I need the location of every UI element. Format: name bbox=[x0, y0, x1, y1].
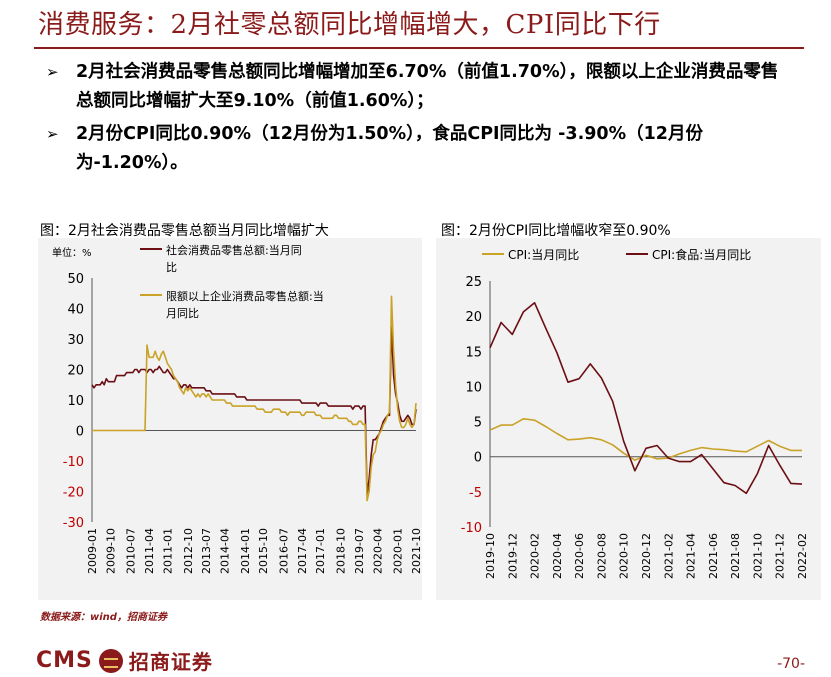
y-tick-label: -5 bbox=[469, 486, 482, 501]
x-tick-label: 2010-07 bbox=[125, 528, 138, 574]
y-tick-label: 20 bbox=[465, 310, 482, 325]
legend-label-2: CPI:食品:当月同比 bbox=[652, 247, 751, 262]
y-tick-label: -10 bbox=[63, 455, 84, 470]
x-tick-label: 2015-10 bbox=[257, 528, 270, 574]
x-tick-label: 2019-10 bbox=[484, 533, 497, 579]
chart2-panel: -10 -5 0 5 10 15 20 25 2019-10 2019-12 2020-02 2020… bbox=[436, 238, 821, 600]
legend-label-1: CPI:当月同比 bbox=[508, 248, 579, 262]
x-tick-label: 2019-12 bbox=[506, 533, 519, 579]
page-number: -70- bbox=[777, 656, 805, 672]
x-tick-label: 2018-10 bbox=[335, 528, 348, 574]
x-tick-label: 2009-01 bbox=[86, 528, 99, 574]
x-tick-label: 2021-08 bbox=[729, 533, 742, 579]
logo-text-latin: CMS bbox=[36, 648, 93, 673]
y-tick-label: 50 bbox=[67, 272, 84, 287]
chart2-title: 图：2月份CPI同比增幅收窄至0.90% bbox=[441, 223, 671, 239]
slide-title: 消费服务：2月社零总额同比增幅增大，CPI同比下行 bbox=[38, 10, 661, 40]
x-tick-label: 2019-07 bbox=[353, 528, 366, 574]
x-tick-label: 2020-12 bbox=[640, 533, 653, 579]
bullet-arrow-icon: ➢ bbox=[46, 125, 59, 143]
x-tick-label: 2014-01 bbox=[239, 528, 252, 574]
x-tick-label: 2020-06 bbox=[573, 533, 586, 579]
series-line-2 bbox=[489, 302, 803, 495]
x-tick-label: 2020-08 bbox=[595, 533, 608, 579]
x-tick-label: 2013-07 bbox=[200, 528, 213, 574]
y-tick-label: 10 bbox=[465, 380, 482, 395]
chart1-title: 图：2月社会消费品零售总额当月同比增幅扩大 bbox=[40, 223, 329, 239]
x-tick-label: 2021-02 bbox=[662, 533, 675, 579]
y-tick-label: 10 bbox=[67, 394, 84, 409]
legend-label-2: 限额以上企业消费品零售总额:当 bbox=[166, 289, 324, 303]
x-tick-label: 2011-04 bbox=[143, 528, 156, 574]
x-tick-label: 2021-06 bbox=[707, 533, 720, 579]
series-line-1 bbox=[489, 418, 802, 461]
x-tick-label: 2014-04 bbox=[218, 528, 231, 574]
y-tick-label: 30 bbox=[67, 333, 84, 348]
bullet-retail-sales: ➢ 2月社会消费品零售总额同比增幅增加至6.70%（前值1.70%），限额以上企… bbox=[46, 58, 792, 116]
y-tick-label: 0 bbox=[76, 425, 84, 440]
x-tick-label: 2017-01 bbox=[314, 528, 327, 574]
legend-label-2: 月同比 bbox=[166, 307, 199, 320]
company-logo: CMS 招商证券 bbox=[36, 646, 213, 675]
data-source-note: 数据来源：wind，招商证券 bbox=[40, 612, 167, 623]
cpi-chart: -10 -5 0 5 10 15 20 25 2019-10 2019-12 2020-02 2020… bbox=[461, 247, 809, 579]
chart1-unit-label: 单位：% bbox=[52, 248, 92, 259]
chart1-panel: -30 -20 -10 0 10 20 30 40 50 2009-01 2009-10 2010-0… bbox=[38, 238, 423, 600]
y-tick-label: -10 bbox=[461, 521, 482, 536]
x-tick-label: 2020-10 bbox=[618, 533, 631, 579]
y-tick-label: -20 bbox=[63, 486, 84, 501]
x-tick-label: 2012-10 bbox=[182, 528, 195, 574]
y-tick-label: 40 bbox=[67, 303, 84, 318]
bullet-text: 2月份CPI同比0.90%（12月份为1.50%），食品CPI同比为 -3.90… bbox=[76, 124, 703, 173]
title-divider bbox=[34, 47, 804, 49]
y-tick-label: 5 bbox=[474, 416, 482, 431]
x-tick-label: 2022-02 bbox=[796, 533, 809, 579]
logo-emblem-icon bbox=[98, 648, 123, 673]
x-tick-label: 2021-10 bbox=[410, 528, 422, 574]
x-tick-label: 2021-10 bbox=[751, 533, 764, 579]
x-tick-label: 2021-12 bbox=[774, 533, 787, 579]
x-tick-label: 2016-07 bbox=[278, 528, 291, 574]
series-line-2 bbox=[92, 295, 417, 502]
x-tick-label: 2017-04 bbox=[296, 528, 309, 574]
x-tick-label: 2011-01 bbox=[161, 528, 174, 574]
x-tick-label: 2020-02 bbox=[529, 533, 542, 579]
bullet-cpi: ➢ 2月份CPI同比0.90%（12月份为1.50%），食品CPI同比为 -3.… bbox=[46, 120, 792, 178]
y-tick-label: 20 bbox=[67, 364, 84, 379]
legend-label-1: 社会消费品零售总额:当月同 bbox=[166, 243, 302, 257]
x-tick-label: 2020-04 bbox=[551, 533, 564, 579]
y-tick-label: 25 bbox=[465, 275, 482, 290]
x-tick-label: 2020-04 bbox=[371, 528, 384, 574]
y-tick-label: 0 bbox=[474, 451, 482, 466]
x-tick-label: 2020-01 bbox=[392, 528, 405, 574]
logo-text-chinese: 招商证券 bbox=[128, 650, 213, 674]
bullet-arrow-icon: ➢ bbox=[46, 63, 59, 81]
y-tick-label: -30 bbox=[63, 516, 84, 531]
bullet-text: 2月社会消费品零售总额同比增幅增加至6.70%（前值1.70%），限额以上企业消… bbox=[76, 62, 779, 111]
x-tick-label: 2021-04 bbox=[685, 533, 698, 579]
retail-sales-chart: -30 -20 -10 0 10 20 30 40 50 2009-01 2009-10 2010-0… bbox=[63, 243, 423, 574]
x-tick-label: 2009-10 bbox=[104, 528, 117, 574]
legend-label-1: 比 bbox=[166, 261, 177, 274]
y-tick-label: 15 bbox=[465, 345, 482, 360]
series-line-1 bbox=[91, 326, 417, 496]
